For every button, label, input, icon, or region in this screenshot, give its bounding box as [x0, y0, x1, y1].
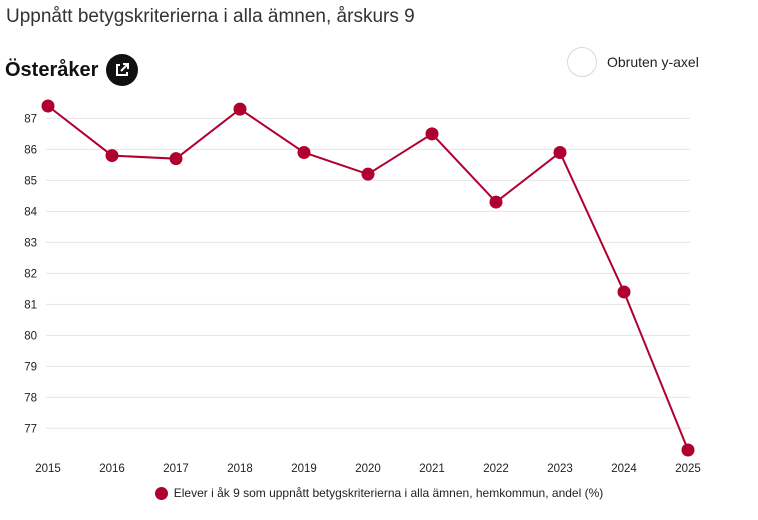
- legend-label: Elever i åk 9 som uppnått betygskriterie…: [173, 486, 604, 500]
- y-tick-label: 84: [24, 206, 37, 218]
- y-tick-label: 78: [24, 392, 37, 404]
- municipality-header: Österåker: [5, 54, 139, 86]
- x-tick-label: 2017: [163, 463, 189, 475]
- data-point[interactable]: [105, 149, 119, 163]
- x-tick-label: 2015: [35, 463, 61, 475]
- x-tick-label: 2021: [419, 463, 445, 475]
- data-point[interactable]: [169, 152, 183, 166]
- x-tick-label: 2024: [611, 463, 637, 475]
- x-tick-label: 2020: [355, 463, 381, 475]
- data-point[interactable]: [617, 285, 631, 299]
- data-point[interactable]: [297, 145, 311, 159]
- y-tick-label: 82: [24, 268, 37, 280]
- data-point[interactable]: [553, 145, 567, 159]
- toggle-label: Obruten y-axel: [607, 54, 699, 70]
- x-tick-label: 2023: [547, 463, 573, 475]
- external-link-button[interactable]: [106, 54, 139, 86]
- series-line-layer: [47, 105, 689, 451]
- external-link-icon: [116, 63, 130, 76]
- x-tick-label: 2025: [675, 463, 701, 475]
- y-tick-label: 86: [24, 144, 37, 156]
- x-tick-label: 2018: [227, 463, 253, 475]
- page-title: Uppnått betygskriterierna i alla ämnen, …: [6, 6, 415, 27]
- y-tick-label: 83: [24, 237, 37, 249]
- y-tick-label: 79: [24, 361, 37, 373]
- data-point[interactable]: [425, 127, 439, 141]
- data-points: [41, 99, 695, 457]
- y-tick-label: 80: [24, 330, 37, 342]
- unbroken-y-axis-toggle[interactable]: Obruten y-axel: [567, 47, 699, 77]
- legend-swatch: [154, 486, 168, 500]
- data-point[interactable]: [41, 99, 55, 113]
- y-tick-label: 81: [24, 299, 37, 311]
- toggle-checkbox[interactable]: [567, 47, 597, 77]
- x-tick-label: 2022: [483, 463, 509, 475]
- data-point[interactable]: [361, 167, 375, 181]
- municipality-name: Österåker: [5, 58, 99, 81]
- grid-lines: [46, 117, 690, 429]
- series-line: [47, 105, 689, 451]
- legend: Elever i åk 9 som uppnått betygskriterie…: [0, 486, 758, 500]
- x-axis-ticks: 2015 2016 2017 2018 2019 2020 2021 2022 2023 2024…: [35, 463, 701, 475]
- y-tick-label: 85: [24, 175, 37, 187]
- y-axis-ticks: 77 78 79 80 81 82 83 84 85 86 87: [24, 113, 37, 435]
- y-tick-label: 87: [24, 113, 37, 125]
- x-tick-label: 2019: [291, 463, 317, 475]
- data-point[interactable]: [681, 443, 695, 457]
- y-tick-label: 77: [24, 423, 37, 435]
- data-point[interactable]: [233, 102, 247, 116]
- data-point[interactable]: [489, 195, 503, 209]
- x-tick-label: 2016: [99, 463, 125, 475]
